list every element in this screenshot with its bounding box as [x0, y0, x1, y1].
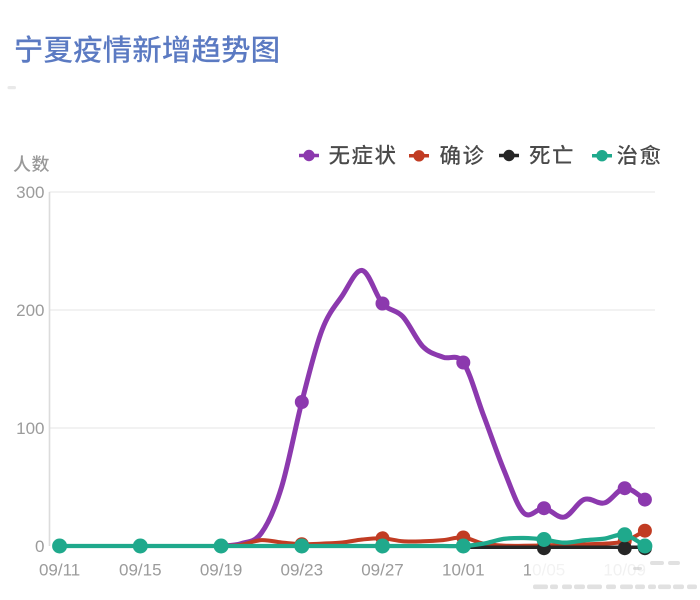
svg-text:10/01: 10/01	[442, 561, 485, 580]
svg-text:0: 0	[35, 537, 44, 556]
svg-text:200: 200	[16, 301, 44, 320]
svg-text:100: 100	[16, 419, 44, 438]
svg-text:09/11: 09/11	[39, 561, 80, 580]
svg-text:09/27: 09/27	[361, 561, 404, 580]
svg-text:09/15: 09/15	[119, 561, 162, 580]
svg-text:300: 300	[16, 183, 44, 202]
svg-text:09/19: 09/19	[200, 561, 243, 580]
svg-text:09/23: 09/23	[281, 561, 324, 580]
